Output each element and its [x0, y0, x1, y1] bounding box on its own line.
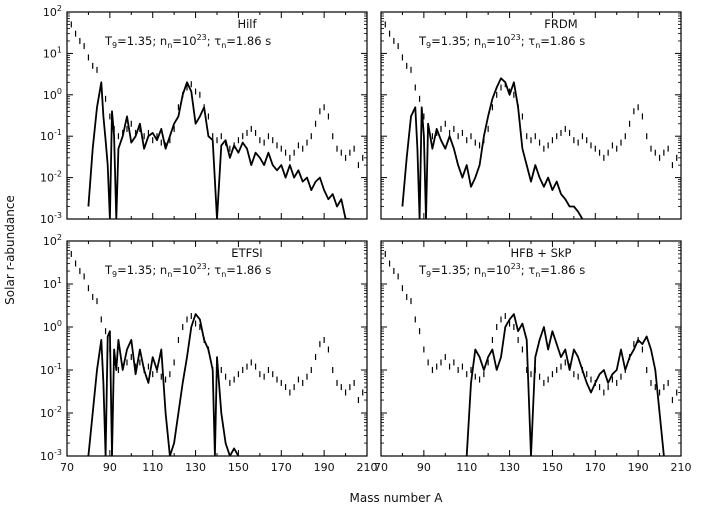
y-tick-label: 102: [43, 4, 62, 19]
panel-top-left: 10-3 10-2 10-1 100 101 102 Hilf T9=1.35; nn=102…: [40, 4, 368, 226]
x-tick-label: 190: [314, 461, 335, 474]
x-tick-label: 110: [456, 461, 477, 474]
panel-label: FRDM: [544, 17, 577, 31]
x-tick-label: 90: [103, 461, 117, 474]
x-tick-label: 150: [542, 461, 563, 474]
y-tick-label: 100: [43, 319, 62, 334]
panel-label: HFB + SkP: [511, 246, 572, 260]
panels: 10-3 10-2 10-1 100 101 102 Hilf T9=1.35; nn=102…: [40, 4, 691, 474]
conditions-text: T9=1.35; nn=1023; τn=1.86 s: [418, 262, 585, 279]
conditions-text: T9=1.35; nn=1023; τn=1.86 s: [104, 262, 271, 279]
y-tick-label: 102: [43, 233, 62, 248]
y-tick-label: 10-3: [40, 211, 62, 226]
x-tick-label: 210: [671, 461, 692, 474]
panel-bottom-right: 70 90 110 130 150 170 190 210 HFB + SkP T9=1.35; …: [374, 240, 692, 474]
panel-label: Hilf: [237, 17, 257, 31]
x-tick-label: 70: [374, 461, 388, 474]
solar-bars: [384, 21, 678, 169]
y-tick-label: 101: [43, 276, 62, 291]
x-tick-label: 170: [271, 461, 292, 474]
model-line: [87, 313, 240, 456]
x-tick-label: 210: [357, 461, 378, 474]
x-tick-label: 190: [628, 461, 649, 474]
panel-label: ETFSI: [231, 246, 262, 260]
x-tick-label: 130: [499, 461, 520, 474]
model-line: [465, 313, 665, 456]
y-tick-label: 10-2: [40, 170, 62, 185]
panel-top-right: FRDM T9=1.35; nn=1023; τn=1.86 s: [380, 11, 682, 220]
x-tick-label: 150: [228, 461, 249, 474]
y-tick-label: 10-2: [40, 405, 62, 420]
y-tick-label: 10-1: [40, 128, 62, 143]
y-tick-label: 10-1: [40, 362, 62, 377]
x-tick-label: 170: [585, 461, 606, 474]
conditions-text: T9=1.35; nn=1023; τn=1.86 s: [104, 33, 271, 50]
y-axis-title: Solar r-abundance: [3, 195, 17, 305]
solar-bars: [70, 21, 364, 169]
x-tick-label: 90: [417, 461, 431, 474]
y-tick-label: 10-3: [40, 448, 62, 463]
model-line: [87, 81, 350, 219]
x-axis-title: Mass number A: [350, 491, 444, 505]
y-tick-label: 101: [43, 45, 62, 60]
panel-bottom-left: 70 90 110 130 150 170 190 210 10-3 10-2 10-1 100 101…: [40, 233, 377, 474]
model-line: [401, 77, 584, 219]
y-tick-label: 100: [43, 87, 62, 102]
x-tick-label: 130: [185, 461, 206, 474]
x-tick-label: 110: [142, 461, 163, 474]
conditions-text: T9=1.35; nn=1023; τn=1.86 s: [418, 33, 585, 50]
x-tick-label: 70: [60, 461, 74, 474]
